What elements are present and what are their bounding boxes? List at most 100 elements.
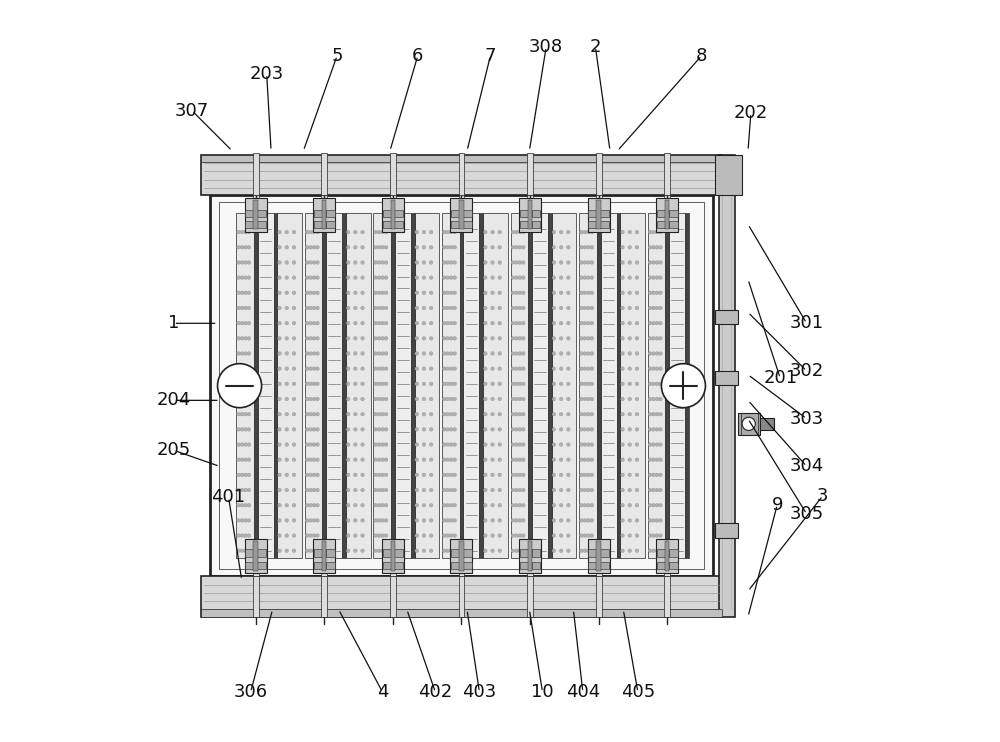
Circle shape <box>648 533 652 537</box>
Circle shape <box>652 321 655 325</box>
Circle shape <box>587 488 590 492</box>
Circle shape <box>415 458 419 462</box>
Circle shape <box>498 306 502 310</box>
Circle shape <box>244 427 247 431</box>
Circle shape <box>292 321 296 325</box>
Text: 306: 306 <box>233 683 268 701</box>
Circle shape <box>552 230 556 234</box>
Circle shape <box>285 427 289 431</box>
Circle shape <box>278 519 281 522</box>
Circle shape <box>374 519 377 522</box>
Circle shape <box>247 533 251 537</box>
Circle shape <box>285 413 289 416</box>
Circle shape <box>292 382 296 386</box>
Bar <box>463 549 472 556</box>
Bar <box>390 153 396 195</box>
Circle shape <box>521 276 525 280</box>
Circle shape <box>652 443 655 447</box>
Circle shape <box>621 291 624 295</box>
Bar <box>600 562 609 569</box>
Circle shape <box>346 336 350 340</box>
Circle shape <box>621 397 624 401</box>
Circle shape <box>415 443 419 447</box>
Circle shape <box>285 503 289 507</box>
Circle shape <box>374 458 377 462</box>
Circle shape <box>346 533 350 537</box>
Circle shape <box>240 260 244 264</box>
Circle shape <box>587 230 590 234</box>
Circle shape <box>240 246 244 249</box>
Circle shape <box>491 276 494 280</box>
Circle shape <box>377 549 381 553</box>
Circle shape <box>511 260 515 264</box>
Circle shape <box>453 352 457 355</box>
Circle shape <box>309 443 312 447</box>
Circle shape <box>316 458 319 462</box>
Circle shape <box>559 306 563 310</box>
Circle shape <box>521 291 525 295</box>
Circle shape <box>244 519 247 522</box>
Circle shape <box>621 473 624 476</box>
Circle shape <box>635 336 639 340</box>
Bar <box>326 549 335 556</box>
Circle shape <box>453 473 457 476</box>
Bar <box>715 523 738 538</box>
Circle shape <box>244 260 247 264</box>
Circle shape <box>381 306 384 310</box>
Circle shape <box>659 413 662 416</box>
Bar <box>322 541 326 571</box>
Text: 402: 402 <box>418 683 453 701</box>
Circle shape <box>583 503 587 507</box>
Circle shape <box>567 503 570 507</box>
Circle shape <box>346 458 350 462</box>
Bar <box>383 209 391 217</box>
Circle shape <box>446 427 450 431</box>
Circle shape <box>429 306 433 310</box>
Circle shape <box>659 321 662 325</box>
Circle shape <box>514 230 518 234</box>
Circle shape <box>442 413 446 416</box>
Bar <box>201 154 722 162</box>
Bar <box>314 220 323 228</box>
Circle shape <box>498 291 502 295</box>
Circle shape <box>305 458 309 462</box>
Circle shape <box>567 488 570 492</box>
Circle shape <box>652 519 655 522</box>
Circle shape <box>648 427 652 431</box>
Circle shape <box>583 549 587 553</box>
Circle shape <box>659 352 662 355</box>
Circle shape <box>521 549 525 553</box>
Bar <box>528 200 532 229</box>
Circle shape <box>583 443 587 447</box>
Bar <box>719 154 735 617</box>
Circle shape <box>521 473 525 476</box>
Circle shape <box>292 352 296 355</box>
Circle shape <box>429 352 433 355</box>
Circle shape <box>655 276 659 280</box>
Bar <box>305 213 322 558</box>
Circle shape <box>567 533 570 537</box>
Circle shape <box>483 503 487 507</box>
Circle shape <box>305 533 309 537</box>
Circle shape <box>374 321 377 325</box>
Bar <box>459 153 464 195</box>
Circle shape <box>309 382 312 386</box>
Bar <box>342 213 346 558</box>
Circle shape <box>587 473 590 476</box>
Circle shape <box>361 427 364 431</box>
Circle shape <box>305 397 309 401</box>
Circle shape <box>309 352 312 355</box>
Circle shape <box>278 367 281 370</box>
Circle shape <box>316 336 319 340</box>
Circle shape <box>518 458 522 462</box>
Circle shape <box>552 321 556 325</box>
Circle shape <box>346 473 350 476</box>
Circle shape <box>285 230 289 234</box>
Circle shape <box>354 549 357 553</box>
Circle shape <box>237 473 240 476</box>
Circle shape <box>587 533 590 537</box>
Circle shape <box>285 352 289 355</box>
Circle shape <box>309 246 312 249</box>
Circle shape <box>511 382 515 386</box>
Circle shape <box>361 443 364 447</box>
